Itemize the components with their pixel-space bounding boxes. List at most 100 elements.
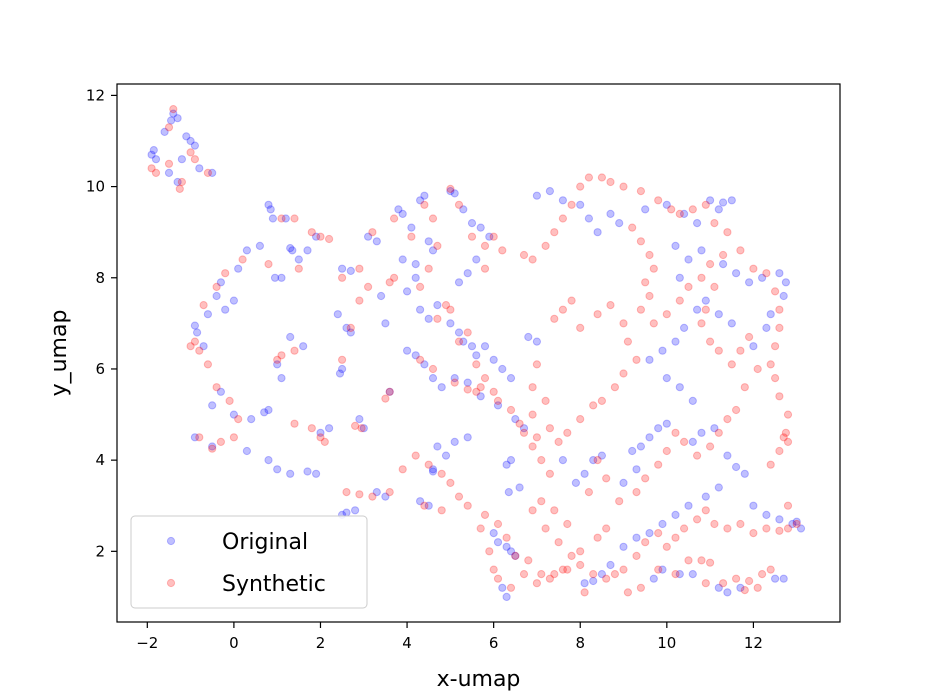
point-synthetic (736, 246, 745, 255)
point-synthetic (420, 501, 429, 510)
point-synthetic (294, 264, 303, 273)
point-original (723, 588, 732, 597)
point-synthetic (719, 579, 728, 588)
point-synthetic (563, 565, 572, 574)
point-synthetic (541, 396, 550, 405)
point-original (775, 269, 784, 278)
x-tick-label: 2 (316, 634, 326, 652)
point-synthetic (472, 360, 481, 369)
point-original (710, 424, 719, 433)
point-synthetic (576, 323, 585, 332)
point-synthetic (701, 579, 710, 588)
point-synthetic (732, 574, 741, 583)
point-synthetic (541, 524, 550, 533)
point-synthetic (480, 510, 490, 520)
point-synthetic (766, 360, 775, 369)
point-original (693, 219, 702, 228)
point-original (208, 442, 217, 451)
point-synthetic (714, 346, 723, 355)
point-original (190, 141, 199, 150)
point-synthetic (385, 488, 394, 497)
point-synthetic (628, 223, 637, 232)
point-original (489, 529, 498, 538)
point-original (229, 296, 238, 305)
point-original (680, 209, 689, 218)
point-original (403, 287, 412, 296)
point-synthetic (398, 465, 407, 474)
point-synthetic (199, 301, 208, 310)
point-synthetic (454, 337, 464, 346)
point-original (216, 278, 225, 287)
point-original (193, 328, 202, 337)
point-synthetic (290, 419, 299, 428)
point-synthetic (667, 205, 676, 214)
point-original (463, 433, 472, 442)
point-original (671, 510, 680, 520)
point-original (693, 305, 702, 314)
point-original (242, 246, 251, 255)
point-original (398, 209, 407, 218)
point-synthetic (641, 538, 650, 547)
point-original (597, 451, 607, 460)
point-original (195, 164, 204, 173)
point-synthetic (615, 497, 624, 506)
point-synthetic (567, 200, 576, 209)
point-original (506, 547, 516, 556)
point-synthetic (576, 547, 585, 556)
point-synthetic (745, 576, 754, 586)
point-original (424, 314, 433, 323)
point-original (450, 374, 459, 383)
point-synthetic (532, 360, 542, 369)
point-original (273, 360, 282, 369)
point-synthetic (558, 305, 568, 314)
point-original (706, 196, 715, 205)
point-synthetic (783, 501, 793, 510)
point-original (580, 579, 589, 588)
point-synthetic (489, 232, 498, 241)
point-original (346, 266, 355, 275)
point-original (654, 424, 663, 433)
point-synthetic (368, 228, 377, 237)
point-original (463, 269, 472, 278)
point-synthetic (528, 383, 537, 392)
point-synthetic (792, 519, 801, 529)
point-original (658, 346, 667, 355)
point-synthetic (688, 205, 697, 214)
point-original (277, 273, 286, 282)
point-synthetic (697, 273, 706, 282)
point-synthetic (381, 394, 390, 403)
point-synthetic (407, 232, 416, 241)
point-synthetic (151, 168, 161, 177)
point-synthetic (368, 492, 377, 501)
point-original (450, 437, 459, 446)
point-synthetic (532, 579, 542, 588)
point-original (428, 467, 438, 476)
point-synthetic (597, 396, 607, 405)
point-original (606, 560, 615, 570)
point-synthetic (597, 173, 607, 182)
point-original (619, 542, 628, 551)
point-synthetic (701, 305, 710, 314)
point-original (593, 228, 602, 237)
point-original (403, 346, 412, 355)
point-synthetic (424, 460, 433, 469)
point-synthetic (511, 551, 520, 561)
point-original (502, 592, 511, 602)
point-original (619, 478, 628, 487)
point-original (377, 291, 386, 301)
point-original (160, 127, 169, 136)
point-original (675, 383, 684, 392)
point-original (775, 515, 784, 524)
point-synthetic (671, 533, 680, 542)
point-original (502, 542, 511, 551)
point-synthetic (428, 364, 438, 374)
point-original (463, 378, 472, 387)
point-synthetic (506, 405, 516, 415)
point-original (645, 529, 654, 538)
point-original (502, 460, 511, 469)
point-synthetic (736, 519, 745, 529)
point-synthetic (446, 305, 455, 314)
point-synthetic (697, 319, 706, 328)
point-original (658, 519, 667, 529)
